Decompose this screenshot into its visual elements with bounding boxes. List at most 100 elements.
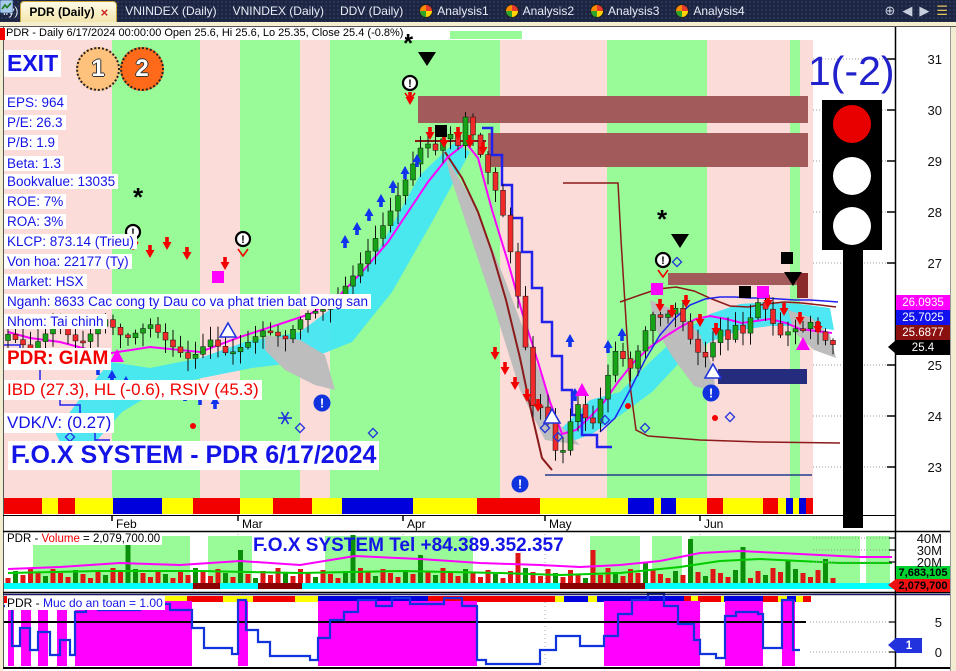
tab-menu-icon[interactable]: ☰ [936,3,948,18]
traffic-light-bottom-lamp [833,207,871,245]
candle-up [320,309,326,312]
volume-bar [403,570,408,583]
safety-block [21,601,31,666]
volume-bar [88,578,93,583]
blue-diamond-icon [539,422,551,434]
tab-close-icon[interactable]: × [100,4,109,20]
candle-up [380,225,386,239]
volume-bar [680,575,686,583]
tab-vnindex-daily-2[interactable]: VNINDEX (Daily) [0,0,332,22]
safety-value-tag: 1 [896,638,922,653]
volume-bar [200,572,206,583]
price-axis[interactable]: 31 30 29 28 27 25 24 23 26.0935 25.7025 … [888,0,950,671]
volume-bar [358,568,363,583]
candle-up [357,263,364,277]
candle-down [515,251,521,297]
volume-cyan-strip [3,583,895,589]
tab-analysis1[interactable]: Analysis1 [411,0,496,22]
volume-bar [268,575,273,583]
volume-bar [500,578,506,583]
down-triangle-icon [784,272,802,286]
sell-arrow-icon [813,321,823,334]
volume-bar [695,572,701,583]
candle-down [507,214,514,253]
sell-arrow-icon [711,323,721,336]
volume-bar [395,577,401,583]
volume-bar [230,577,236,583]
volume-tick: 20M [916,555,942,570]
volume-bar [238,550,243,583]
tab-bar: ily) PDR (Daily) × VNINDEX (Daily) VNIND… [0,0,956,22]
blue-diamond-icon [724,411,736,423]
exit-badge-2[interactable]: 2 [120,47,164,91]
tab-pdr-daily[interactable]: PDR (Daily) × [0,0,118,22]
volume-bar [343,571,348,583]
ribbon-segment [564,596,588,602]
sell-arrow-icon [533,399,543,412]
volume-bar [43,576,48,583]
ribbon-segment [763,498,778,514]
scroll-left-icon[interactable]: ◀ [902,3,913,18]
buy-arrow-icon [376,194,386,207]
exit-label: EXIT [4,50,62,77]
zone-bar [488,133,808,167]
volume-bar [515,553,521,583]
buy-arrow-icon [352,222,362,235]
volume-bar [365,572,371,583]
volume-bar [740,547,746,583]
candle-down [20,339,26,346]
safety-block [75,601,192,666]
zone-bar [668,273,807,285]
candle-up [717,329,724,343]
stat-nganh: Nganh: 8633 Cac cong ty Dau co va phat t… [4,294,371,309]
price-tick: 23 [927,460,942,475]
magenta-triangle-icon [110,349,124,362]
tab-ddv-daily[interactable]: DDV (Daily) [0,0,411,22]
volume-bar [58,573,63,583]
volume-bar [553,573,558,583]
ribbon-segment [75,498,113,514]
tab-vnindex-daily-1[interactable]: VNINDEX (Daily) [0,0,224,22]
ribbon-segment [113,498,162,514]
tab-analysis3[interactable]: Analysis3 [582,0,667,22]
volume-bar [620,576,626,583]
analysis-tab-icon [419,4,434,18]
volume-bar [463,569,468,583]
buy-arrow-icon [617,328,627,341]
chart-tab-icon [0,0,13,13]
volume-bar [763,575,768,583]
ribbon-segment [42,498,58,514]
price-tag-darkred: 25.6877 [896,325,950,340]
candle-up [290,329,296,340]
target-icon[interactable]: ⊕ [884,3,896,18]
volume-tag-arrow [888,579,896,591]
zone-bar [418,96,808,123]
volume-bar [725,577,731,583]
tab-analysis4[interactable]: Analysis4 [667,0,752,22]
alert-circle-glyph: ! [518,477,522,492]
background-band [300,40,330,498]
sell-arrow-icon [490,347,500,360]
volume-bar [13,571,18,583]
indicator-line [563,182,841,444]
indicator-line [482,126,612,449]
stat-beta: Beta: 1.3 [4,156,65,171]
buy-arrow-icon [603,340,613,353]
ribbon-segment [778,498,786,514]
ribbon-segment [588,596,597,602]
stat-roe: ROE: 7% [4,194,67,209]
ribbon-segment [763,596,778,602]
candle-down [117,327,124,336]
gray-poly [445,155,580,445]
scroll-right-icon[interactable]: ▶ [919,3,930,18]
volume-bar [493,574,498,583]
tab-analysis2[interactable]: Analysis2 [497,0,582,22]
candle-down [657,314,664,318]
candlesticks [5,111,836,464]
volume-bar [380,569,386,583]
last-price-tag: 25.4 [896,340,950,355]
volume-bar [815,570,821,583]
exit-badge-1[interactable]: 1 [76,47,120,91]
ribbon-segment [240,498,273,514]
